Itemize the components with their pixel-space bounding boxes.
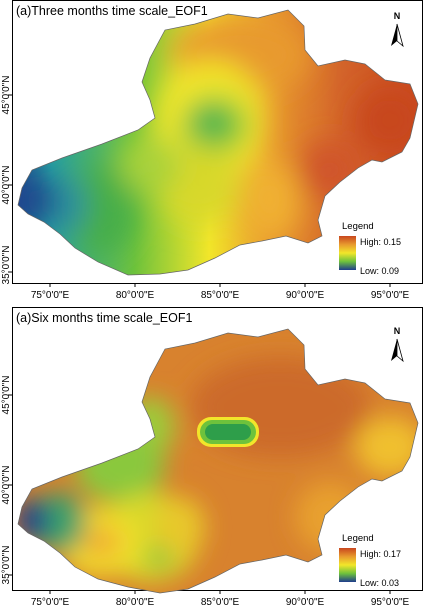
map-panel-three-months: 75°0'0"E 80°0'0"E 85°0'0"E 90°0'0"E 95°0… [0, 0, 425, 306]
north-label: N [394, 11, 401, 21]
map-title: (a)Three months time scale_EOF1 [16, 4, 208, 18]
x-tick-label: 80°0'0"E [116, 290, 155, 301]
x-tick-label: 90°0'0"E [286, 290, 325, 301]
legend-high-label: High: 0.15 [360, 237, 401, 247]
y-tick-label: 40°0'0"N [1, 466, 12, 505]
axis-ticks [8, 394, 391, 594]
north-arrow-icon: N [391, 11, 404, 48]
legend-low-label: Low: 0.03 [360, 578, 399, 588]
y-tick-label: 35°0'0"N [1, 546, 12, 585]
legend-color-ramp [339, 548, 356, 582]
legend-title: Legend [342, 221, 374, 232]
map-svg: 75°0'0"E 80°0'0"E 85°0'0"E 90°0'0"E 95°0… [1, 0, 423, 301]
x-tick-label: 95°0'0"E [371, 290, 410, 301]
x-tick-label: 95°0'0"E [371, 597, 410, 608]
legend-title: Legend [342, 533, 374, 544]
north-label: N [394, 326, 401, 336]
map-title: (a)Six months time scale_EOF1 [16, 311, 192, 325]
map-svg: 75°0'0"E 80°0'0"E 85°0'0"E 90°0'0"E 95°0… [1, 307, 423, 608]
x-tick-label: 85°0'0"E [201, 290, 240, 301]
axis-ticks [8, 94, 391, 287]
legend-low-label: Low: 0.09 [360, 266, 399, 276]
x-tick-label: 75°0'0"E [31, 597, 70, 608]
y-tick-label: 35°0'0"N [1, 246, 12, 285]
north-arrow-icon: N [391, 326, 404, 363]
x-tick-label: 80°0'0"E [116, 597, 155, 608]
x-tick-label: 75°0'0"E [31, 290, 70, 301]
legend-color-ramp [339, 236, 356, 270]
legend: Legend High: 0.15 Low: 0.09 [339, 221, 401, 276]
map-panel-six-months: 75°0'0"E 80°0'0"E 85°0'0"E 90°0'0"E 95°0… [0, 307, 425, 613]
y-tick-label: 45°0'0"N [1, 376, 12, 415]
y-tick-label: 40°0'0"N [1, 166, 12, 205]
x-tick-label: 90°0'0"E [286, 597, 325, 608]
legend-high-label: High: 0.17 [360, 549, 401, 559]
x-tick-label: 85°0'0"E [201, 597, 240, 608]
legend: Legend High: 0.17 Low: 0.03 [339, 533, 401, 588]
y-tick-label: 45°0'0"N [1, 76, 12, 115]
